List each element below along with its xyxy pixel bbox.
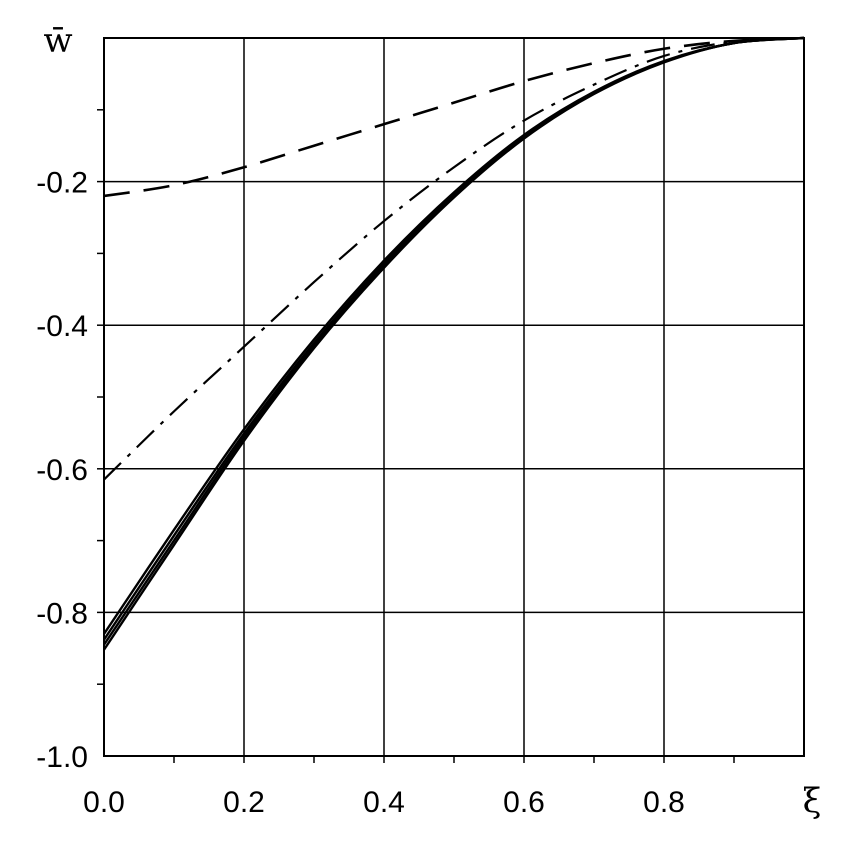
y-tick-label: -0.2: [36, 167, 88, 200]
x-axis-label: ξ: [803, 781, 822, 821]
x-tick-label: 0.4: [363, 786, 405, 819]
series-line-3: [103, 36, 805, 635]
series-group: [103, 36, 805, 651]
y-tick-label: -0.8: [36, 597, 88, 630]
x-tick-label: 0.8: [643, 786, 685, 819]
series-line-4: [103, 36, 805, 641]
series-line-1: [103, 36, 805, 198]
series-line-6: [103, 36, 805, 651]
y-tick-label: -0.4: [36, 310, 88, 343]
series-line-2: [103, 36, 805, 481]
x-tick-label: 0.2: [223, 786, 265, 819]
x-tick-label: 0.6: [503, 786, 545, 819]
x-tick-label: 0.0: [83, 786, 125, 819]
minor-ticks: [97, 109, 735, 763]
series-line-5: [103, 36, 805, 646]
y-axis-label: w̄: [43, 21, 72, 61]
y-tick-label: -0.6: [36, 454, 88, 487]
plot-frame: [103, 37, 805, 757]
y-tick-label: -1.0: [36, 741, 88, 774]
grid: [104, 38, 804, 756]
tick-labels: 0.0 0.2 0.4 0.6 0.8 -0.2 -0.4 -0.6 -0.8 -1.0: [36, 167, 685, 819]
